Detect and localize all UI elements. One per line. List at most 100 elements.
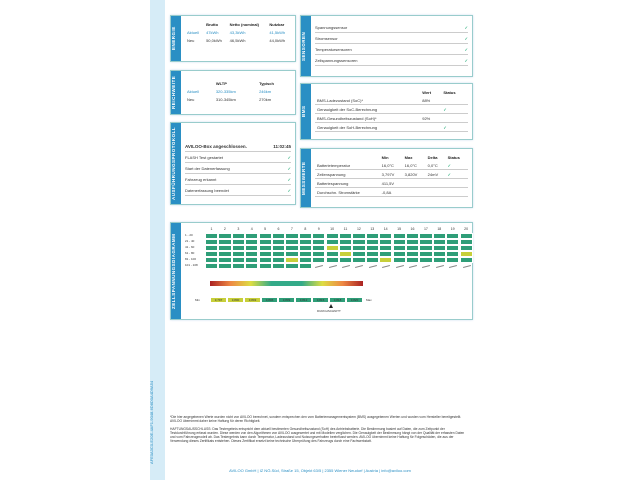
column-header: Min <box>381 154 389 160</box>
check-icon: ✓ <box>287 154 291 160</box>
cell-voltage <box>432 245 446 251</box>
cell-voltage <box>352 233 366 239</box>
check-icon: ✓ <box>443 106 447 112</box>
cell-voltage <box>231 257 245 263</box>
row-label: Durchschn. Stromstärke <box>317 189 360 195</box>
item-label: FLASH Test gestartet <box>185 154 223 160</box>
cell-voltage <box>285 257 299 263</box>
footer-notes: *Die hier angegebenen Werte wurden nicht… <box>170 415 470 444</box>
list-item: FLASH Test gestartet ✓ <box>185 152 291 163</box>
cell-voltage <box>432 257 446 263</box>
row-label: 41 - 60 <box>185 245 195 249</box>
cell-voltage <box>352 239 366 245</box>
column-number: 5 <box>264 227 267 231</box>
empty-cell-slash <box>342 264 350 269</box>
row-label: 81 - 100 <box>185 257 197 261</box>
cell-voltage <box>272 263 286 269</box>
value-cell: 46,5kWh <box>229 37 246 43</box>
value-cell <box>420 105 441 114</box>
table-row: Zellenspannung 3,797V 3,820V 24mV ✓ <box>315 170 468 179</box>
cell-voltage <box>379 239 393 245</box>
cell-voltage <box>231 251 245 257</box>
table-row: BMS-Ladezustand (SoC)* 88% <box>315 96 468 105</box>
cell-voltage <box>298 233 312 239</box>
item-label: Stromsensor <box>315 35 338 41</box>
row-label: Neu <box>187 37 195 43</box>
cell-voltage <box>365 245 379 251</box>
cell-voltage <box>285 233 299 239</box>
check-icon: ✓ <box>464 24 468 30</box>
color-scale-bar <box>210 281 363 286</box>
value-cell: 411,5V <box>381 180 395 186</box>
column-number: 13 <box>370 227 375 231</box>
empty-cell-slash <box>462 264 471 269</box>
value-cell: 41,5kWh <box>269 29 286 35</box>
sensoren-tab: SENSOREN <box>301 16 311 76</box>
cell-voltage <box>258 239 272 245</box>
cell-voltage <box>218 263 232 269</box>
value-cell: 92% <box>422 115 431 121</box>
value-cell: 3,797V <box>381 171 395 177</box>
cell-voltage <box>258 251 272 257</box>
cell-voltage <box>218 245 232 251</box>
company-address: AVILOO GmbH | IZ NÖ-Süd, Straße 15, Obje… <box>229 468 411 473</box>
value-cell <box>426 179 446 188</box>
empty-cell-slash <box>422 264 431 269</box>
cell-voltage <box>392 245 406 251</box>
cell-voltage <box>365 233 379 239</box>
check-icon: ✓ <box>447 171 451 177</box>
cell-voltage <box>218 257 232 263</box>
value-cell: 0,0°C <box>427 162 438 168</box>
value-cell <box>403 179 426 188</box>
footnote: *Die hier angegebenen Werte wurden nicht… <box>170 415 462 424</box>
column-header: Status <box>447 154 460 160</box>
cell-voltage <box>325 251 339 257</box>
cell-voltage <box>365 257 379 263</box>
cell-voltage <box>379 257 393 263</box>
item-label: Zellspannungssensoren <box>315 57 358 63</box>
column-number: 7 <box>290 227 293 231</box>
cell-voltage <box>446 245 460 251</box>
cell-voltage <box>446 257 460 263</box>
cell-voltage <box>245 245 259 251</box>
cell-voltage <box>272 233 286 239</box>
check-icon: ✓ <box>287 176 291 182</box>
cell-voltage <box>325 245 339 251</box>
value-cell: 310-345km <box>215 96 236 102</box>
cell-voltage <box>258 233 272 239</box>
cell-voltage <box>446 251 460 257</box>
table-row: Neu 310-345km 270km <box>185 95 291 103</box>
cell-voltage <box>339 233 353 239</box>
column-number: 16 <box>410 227 415 231</box>
cell-voltage <box>419 245 433 251</box>
value-cell: 44,0kWh <box>269 37 286 43</box>
cell-voltage <box>205 251 219 257</box>
bms-card: BMS Wert Status BMS-Ladezustand (SoC)* 88% G… <box>300 83 473 140</box>
cell-voltage <box>352 245 366 251</box>
value-cell <box>420 123 441 132</box>
value-cell <box>403 188 426 197</box>
value-cell: 270km <box>259 96 272 102</box>
cell-voltage <box>392 257 406 263</box>
cell-voltage <box>352 257 366 263</box>
table-row: Aktuell 320-335km 246km <box>185 87 291 95</box>
table-row: Batterietemperatur 16,0°C 16,0°C 0,0°C ✓ <box>315 161 468 170</box>
cell-voltage <box>312 239 326 245</box>
check-icon: ✓ <box>447 162 451 168</box>
list-item: Datenerfassung beendet ✓ <box>185 185 291 196</box>
row-label: BMS-Gesundheitszustand (SoH)* <box>317 115 377 121</box>
zellspannung-tab: ZELLSPANNUNGSDIAGRAMM <box>171 223 181 319</box>
row-label: BMS-Ladezustand (SoC)* <box>317 97 364 103</box>
cell-voltage <box>285 251 299 257</box>
energie-table: Brutto Netto (nominal) Nutzbar Aktuell 47kWh… <box>185 20 291 44</box>
cell-voltage <box>285 239 299 245</box>
cell-voltage <box>298 251 312 257</box>
value-cell: 88% <box>422 97 431 103</box>
cell-voltage <box>459 251 473 257</box>
row-label: Neu <box>187 96 195 102</box>
cell-voltage <box>339 257 353 263</box>
check-icon <box>446 188 468 197</box>
corner-cell <box>185 79 214 87</box>
cell-voltage <box>312 233 326 239</box>
column-number: 4 <box>250 227 253 231</box>
